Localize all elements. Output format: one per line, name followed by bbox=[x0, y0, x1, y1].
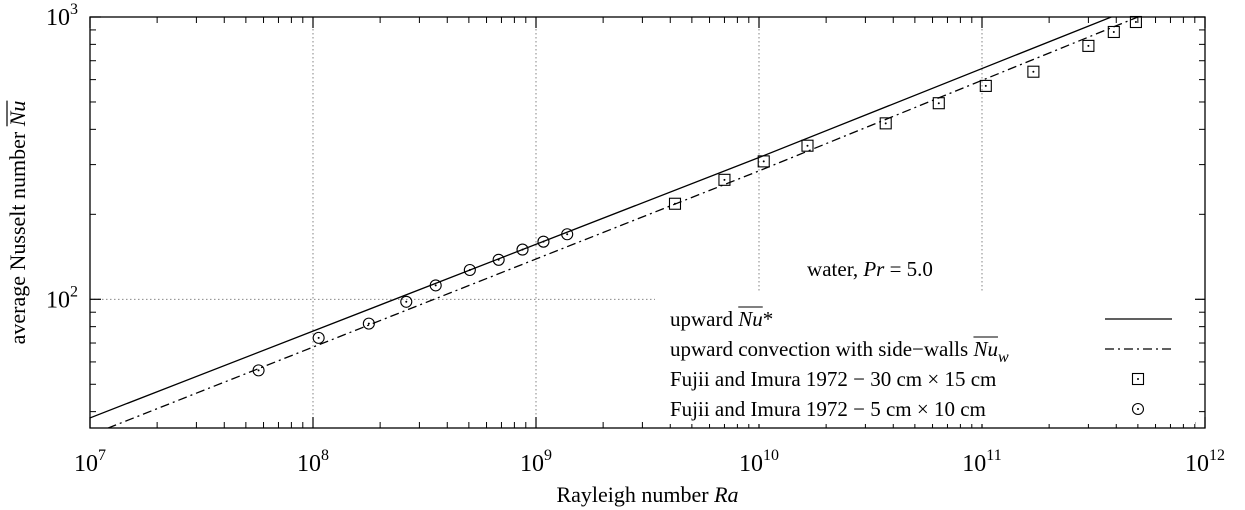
data-point-square bbox=[979, 79, 992, 92]
data-point-circle bbox=[492, 253, 505, 266]
data-point-square-dot bbox=[1087, 44, 1090, 47]
data-point-square-dot bbox=[806, 144, 809, 147]
plot-frame bbox=[89, 16, 1206, 429]
legend-label: upward Nu* bbox=[670, 307, 773, 331]
data-point-square-dot bbox=[1112, 30, 1115, 33]
legend-label: upward convection with side−walls Nuw bbox=[670, 337, 1009, 366]
x-tick-label: 108 bbox=[297, 447, 329, 477]
data-point-circle-dot bbox=[497, 258, 500, 261]
y-tick-label: 103 bbox=[46, 1, 78, 31]
data-point-square-dot bbox=[884, 122, 887, 125]
data-point-circle-dot bbox=[566, 233, 569, 236]
data-point-circle bbox=[561, 228, 574, 241]
data-point-circle bbox=[312, 331, 325, 344]
data-point-square-dot bbox=[937, 102, 940, 105]
tick-labels: 107 108 109 1010 1011 1012 102 103 bbox=[46, 1, 1225, 477]
y-tick-label: 102 bbox=[46, 283, 78, 313]
data-point-circle bbox=[463, 263, 476, 277]
data-point-circle bbox=[537, 235, 550, 248]
data-point-circle bbox=[400, 295, 413, 308]
legend-marker-square-dot bbox=[1137, 378, 1139, 380]
data-point-square-dot bbox=[723, 178, 726, 181]
data-point-square bbox=[1082, 39, 1095, 52]
data-point-circle-dot bbox=[257, 369, 260, 372]
legend-label: Fujii and Imura 1972 − 5 cm × 10 cm bbox=[670, 397, 986, 421]
data-point-square-dot bbox=[1032, 70, 1035, 73]
x-tick-label: 1011 bbox=[962, 447, 1001, 477]
legend-marker-circle bbox=[1131, 402, 1145, 416]
data-point-square-dot bbox=[762, 160, 765, 163]
x-tick-label: 107 bbox=[74, 447, 106, 477]
data-point-circle-dot bbox=[542, 240, 545, 243]
data-point-circle-dot bbox=[468, 268, 471, 271]
series-line-solid bbox=[90, 17, 1112, 419]
data-point-square bbox=[1027, 65, 1040, 78]
data-point-circle-dot bbox=[317, 336, 320, 339]
data-point-circle-dot bbox=[521, 248, 524, 251]
data-point-circle bbox=[362, 317, 375, 330]
data-point-circle bbox=[252, 364, 265, 377]
annotation-background bbox=[782, 253, 958, 283]
x-tick-label: 1010 bbox=[739, 447, 779, 477]
data-point-circle bbox=[516, 243, 529, 256]
data-point-circle bbox=[429, 279, 442, 292]
data-point-square bbox=[1107, 25, 1120, 39]
data-point-square-dot bbox=[1134, 21, 1137, 24]
series-layer bbox=[90, 17, 1139, 428]
y-axis-label: average Nusselt number Nu bbox=[5, 101, 30, 345]
chart-annotation: water, Pr = 5.0 bbox=[807, 257, 933, 281]
data-point-square bbox=[932, 97, 945, 110]
data-point-circle-dot bbox=[367, 322, 370, 325]
markers-layer bbox=[252, 15, 1142, 377]
legend-marker-circle-dot bbox=[1137, 408, 1139, 410]
data-point-square bbox=[801, 139, 814, 152]
legend-marker-square bbox=[1131, 372, 1145, 386]
data-point-square-dot bbox=[673, 202, 676, 205]
series-line-dashdot bbox=[106, 17, 1139, 428]
data-point-square bbox=[718, 173, 731, 186]
x-tick-label: 109 bbox=[520, 447, 552, 477]
data-point-square-dot bbox=[984, 84, 987, 87]
data-point-circle-dot bbox=[434, 284, 437, 287]
x-axis-label: Rayleigh number Ra bbox=[556, 482, 738, 507]
data-point-square bbox=[668, 197, 682, 210]
legend-label: Fujii and Imura 1972 − 30 cm × 15 cm bbox=[670, 367, 996, 391]
x-tick-label: 1012 bbox=[1185, 447, 1225, 477]
data-point-square bbox=[757, 155, 770, 168]
data-point-circle-dot bbox=[405, 300, 408, 303]
legend-background bbox=[655, 292, 1195, 424]
legend: upward Nu* upward convection with side−wa… bbox=[655, 292, 1195, 424]
data-point-square bbox=[879, 117, 892, 130]
